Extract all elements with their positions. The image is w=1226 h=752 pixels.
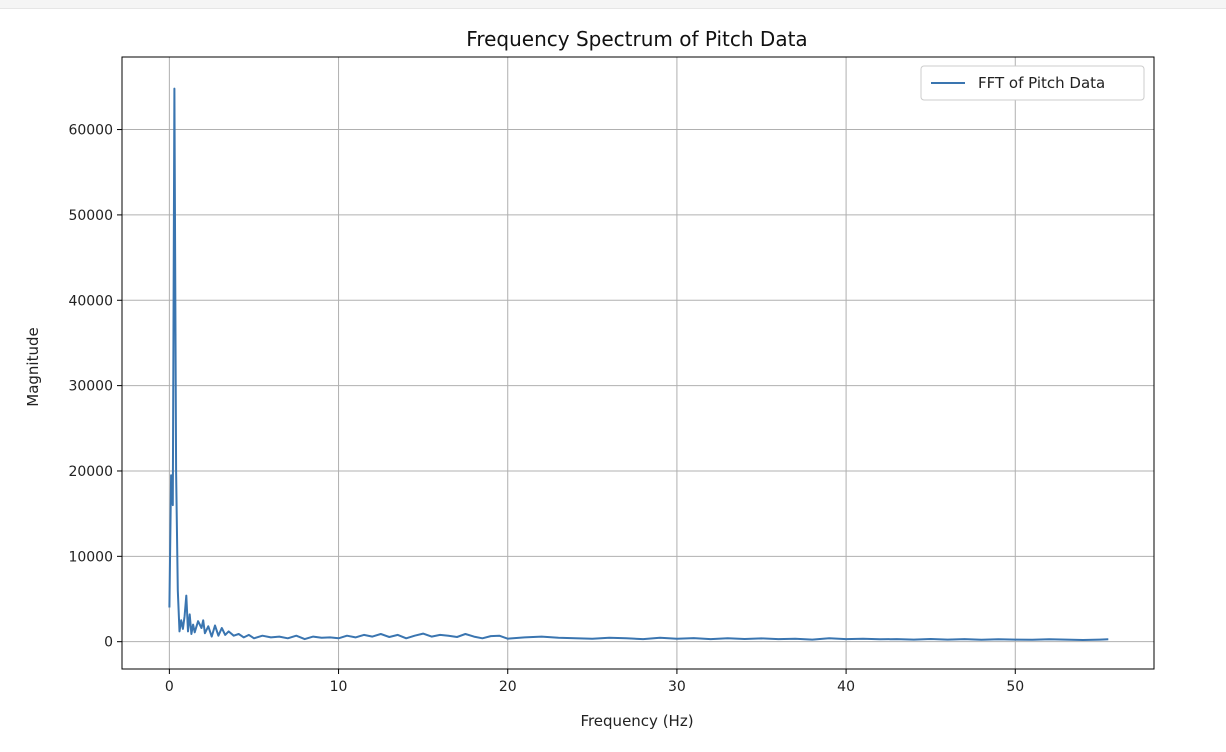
legend-entry-label: FFT of Pitch Data — [978, 74, 1105, 92]
legend: FFT of Pitch Data — [920, 65, 1145, 101]
notebook-output-top-strip — [0, 0, 1226, 9]
x-tick-label: 30 — [668, 679, 686, 695]
x-axis-label: Frequency (Hz) — [580, 712, 693, 730]
plot-area — [168, 87, 1109, 641]
legend-box — [920, 65, 1145, 101]
y-tick-label: 0 — [104, 635, 113, 651]
x-tick-label: 10 — [330, 679, 348, 695]
x-tick-label: 50 — [1006, 679, 1024, 695]
x-tick-label: 20 — [499, 679, 517, 695]
y-tick-label: 20000 — [68, 464, 113, 480]
grid-lines — [122, 57, 1154, 669]
fft-series-line — [168, 87, 1109, 641]
y-tick-label: 30000 — [68, 379, 113, 395]
axis-ticks: 0 10 20 30 40 50 0 10000 20000 30000 40000 50000 600… — [68, 123, 1024, 695]
y-tick-label: 10000 — [68, 549, 113, 565]
y-tick-label: 40000 — [68, 293, 113, 309]
y-tick-label: 60000 — [68, 123, 113, 139]
y-axis-label: Magnitude — [24, 327, 42, 406]
chart-title: Frequency Spectrum of Pitch Data — [466, 27, 807, 51]
axes-frame — [121, 56, 1155, 670]
x-tick-label: 0 — [165, 679, 174, 695]
x-tick-label: 40 — [837, 679, 855, 695]
y-tick-label: 50000 — [68, 208, 113, 224]
